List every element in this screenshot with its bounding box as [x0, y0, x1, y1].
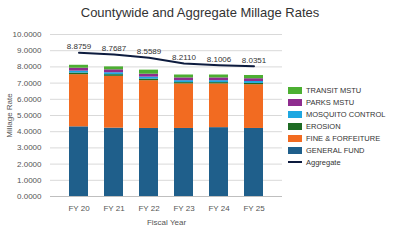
html-text:FINE & FORFEITURE: FINE & FORFEITURE — [306, 133, 381, 143]
svg-text:FY 20: FY 20 — [68, 204, 90, 213]
svg-text:0.0000: 0.0000 — [17, 192, 42, 201]
html-text:GENERAL FUND: GENERAL FUND — [306, 145, 365, 155]
svg-text:Fiscal Year: Fiscal Year — [147, 218, 186, 227]
svg-text:6.0000: 6.0000 — [17, 95, 42, 104]
html-text:Countywide and Aggregate Milla: Countywide and Aggregate Millage Rates — [80, 5, 320, 20]
html-text:TRANSIT MSTU: TRANSIT MSTU — [306, 85, 362, 95]
svg-text:8.0351: 8.0351 — [242, 56, 267, 65]
svg-text:Millage Rate: Millage Rate — [5, 93, 14, 138]
html-text:EROSION: EROSION — [306, 121, 341, 131]
svg-text:10.0000: 10.0000 — [13, 30, 42, 39]
svg-text:3.0000: 3.0000 — [17, 143, 42, 152]
svg-text:8.7687: 8.7687 — [102, 44, 127, 53]
svg-text:2.0000: 2.0000 — [17, 160, 42, 169]
svg-text:8.0000: 8.0000 — [17, 62, 42, 71]
svg-text:8.8759: 8.8759 — [67, 42, 92, 51]
html-text:Aggregate: Aggregate — [306, 157, 341, 167]
svg-text:9.0000: 9.0000 — [17, 46, 42, 55]
svg-text:1.0000: 1.0000 — [17, 176, 42, 185]
svg-text:8.1006: 8.1006 — [207, 55, 232, 64]
html-text:PARKS MSTU: PARKS MSTU — [306, 97, 355, 107]
svg-text:4.0000: 4.0000 — [17, 127, 42, 136]
svg-text:FY 24: FY 24 — [208, 204, 230, 213]
svg-text:FY 25: FY 25 — [243, 204, 265, 213]
svg-text:7.0000: 7.0000 — [17, 79, 42, 88]
svg-text:8.2110: 8.2110 — [172, 53, 196, 62]
svg-text:5.0000: 5.0000 — [17, 111, 42, 120]
svg-text:FY 23: FY 23 — [173, 204, 195, 213]
html-text:MOSQUITO CONTROL: MOSQUITO CONTROL — [306, 109, 386, 119]
svg-text:FY 21: FY 21 — [103, 204, 125, 213]
svg-text:8.5589: 8.5589 — [137, 47, 162, 56]
svg-text:FY 22: FY 22 — [138, 204, 160, 213]
